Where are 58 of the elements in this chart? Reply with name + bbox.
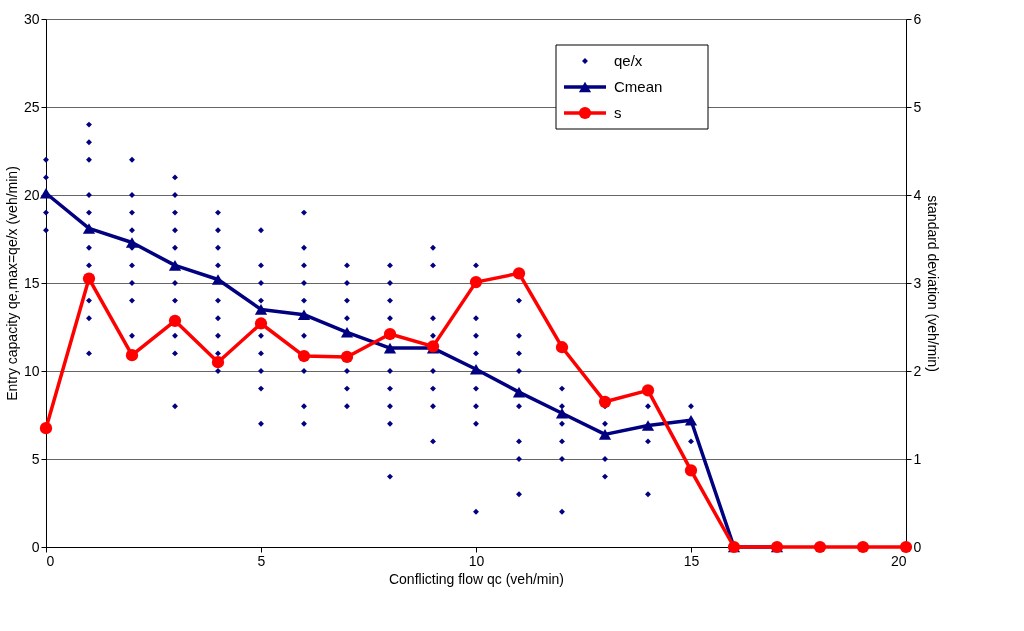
legend-label: Cmean (614, 78, 663, 95)
point (469, 363, 483, 375)
point (598, 395, 612, 408)
point (512, 386, 526, 398)
x-tick-label: 20 (890, 552, 907, 569)
x-tick-label: 5 (257, 552, 266, 569)
point (125, 237, 139, 248)
y2-tick-label: 0 (913, 538, 922, 555)
point (340, 326, 354, 338)
y2-tick-label: 5 (913, 98, 922, 115)
point (211, 274, 225, 285)
point (899, 540, 913, 554)
point (297, 309, 311, 320)
point (555, 407, 569, 419)
point (254, 304, 268, 315)
y2-tick-label: 4 (913, 186, 922, 203)
y-tick-label: 0 (31, 538, 40, 555)
point (297, 349, 311, 363)
point (684, 414, 698, 426)
y-axis-title: Entry capacity qe,max=qe/x (veh/min) (3, 166, 20, 401)
y-tick-label: 5 (31, 450, 40, 467)
y2-axis-title: standard deviation (veh/min) (925, 195, 942, 372)
x-tick-label: 0 (46, 552, 55, 569)
y-tick-label: 25 (23, 98, 40, 115)
x-tick-label: 15 (683, 552, 700, 569)
y-tick-label: 15 (23, 274, 40, 291)
point (469, 276, 483, 289)
y-tick-label: 10 (23, 362, 40, 379)
y2-tick-label: 3 (913, 274, 922, 291)
point (168, 260, 182, 271)
y2-tick-label: 1 (913, 450, 922, 467)
point (340, 350, 354, 364)
y-tick-label: 20 (23, 186, 40, 203)
point (512, 267, 526, 280)
point (598, 429, 612, 440)
point (39, 422, 53, 435)
x-tick-label: 10 (468, 552, 485, 569)
y-tick-label: 30 (23, 10, 40, 27)
y2-tick-label: 2 (913, 362, 922, 379)
point (383, 327, 397, 341)
point (82, 272, 96, 285)
y2-tick-label: 6 (913, 10, 922, 27)
x-axis-title: Conflicting flow qc (veh/min) (388, 570, 565, 587)
point (254, 317, 268, 330)
point (125, 349, 139, 362)
point (168, 314, 182, 327)
point (211, 356, 225, 369)
point (813, 540, 827, 554)
legend-label: s (614, 104, 622, 121)
point (856, 540, 870, 554)
point (82, 223, 96, 234)
point (641, 384, 655, 397)
point (684, 464, 698, 477)
point (555, 341, 569, 354)
point (383, 342, 397, 354)
point (641, 420, 655, 431)
point (39, 187, 53, 199)
legend-label: qe/x (614, 52, 643, 69)
